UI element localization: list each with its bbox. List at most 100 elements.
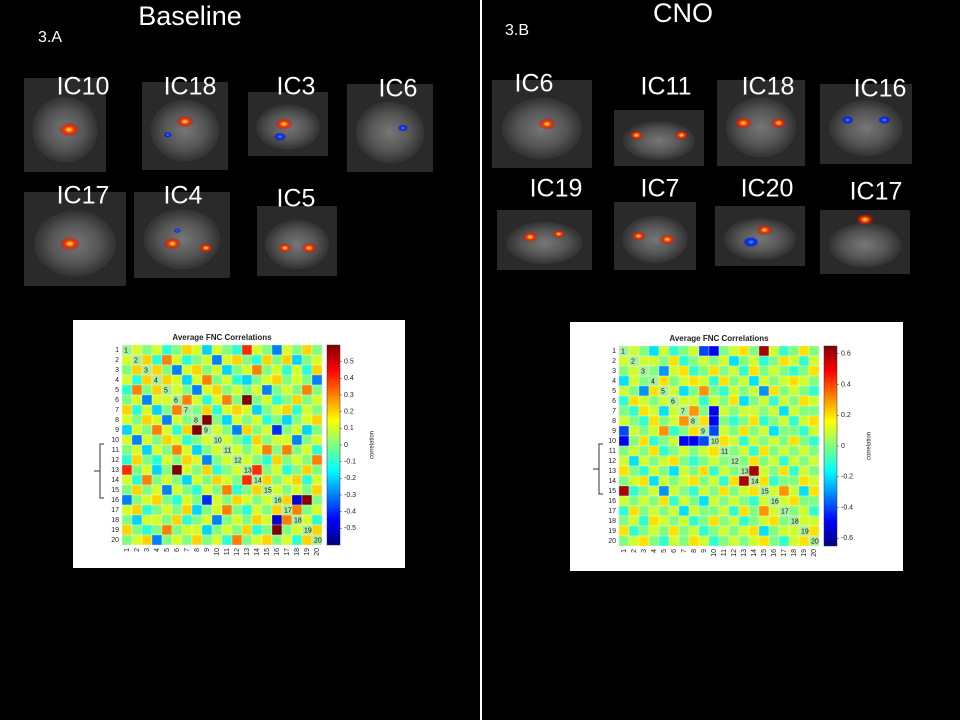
activation-blob (734, 117, 753, 129)
matrix-cell (648, 445, 660, 457)
matrix-cell (718, 475, 730, 487)
component-label: IC17 (57, 182, 110, 210)
matrix-cell (648, 405, 660, 417)
matrix-cell (808, 495, 820, 507)
matrix-cell (301, 414, 313, 426)
matrix-cell (638, 425, 650, 437)
matrix-cell (618, 465, 630, 477)
matrix-cell (201, 454, 213, 466)
matrix-cell (201, 444, 213, 456)
matrix-cell (311, 484, 323, 496)
matrix-cell (261, 414, 273, 426)
matrix-cell (231, 464, 243, 476)
matrix-cell (778, 375, 790, 387)
matrix-cell (638, 395, 650, 407)
diagonal-cell (758, 485, 770, 497)
diagonal-cell (291, 514, 303, 526)
matrix-cell (151, 384, 163, 396)
matrix-cell (768, 525, 780, 537)
activation-blob (522, 231, 539, 243)
column-label: 9 (701, 549, 708, 553)
matrix-cell (231, 364, 243, 376)
matrix-cell (738, 395, 750, 407)
matrix-cell (311, 344, 323, 356)
row-label: 2 (115, 357, 119, 364)
matrix-cell (141, 394, 153, 406)
matrix-cell (738, 365, 750, 377)
matrix-cell (648, 495, 660, 507)
matrix-cell (141, 354, 153, 366)
matrix-cell (241, 394, 253, 406)
matrix-cell (241, 524, 253, 536)
matrix-cell (231, 484, 243, 496)
matrix-cell (668, 355, 680, 367)
matrix-cell (131, 494, 143, 506)
matrix-cell (688, 385, 700, 397)
matrix-cell (261, 454, 273, 466)
matrix-cell (658, 475, 670, 487)
matrix-cell (141, 444, 153, 456)
colorbar-tick-label: -0.6 (841, 535, 853, 542)
activation-blob (59, 236, 81, 251)
matrix-cell (151, 494, 163, 506)
matrix-cell (618, 355, 630, 367)
matrix-cell (718, 395, 730, 407)
matrix-cell (211, 364, 223, 376)
matrix-cell (201, 534, 213, 546)
matrix-cell (181, 514, 193, 526)
row-label: 19 (608, 528, 616, 535)
matrix-cell (758, 415, 770, 427)
matrix-cell (121, 364, 133, 376)
matrix-cell (628, 425, 640, 437)
bracket (593, 443, 603, 495)
matrix-cell (141, 424, 153, 436)
matrix-cell (708, 535, 720, 547)
matrix-cell (231, 504, 243, 516)
matrix-cell (251, 514, 263, 526)
matrix-cell (748, 425, 760, 437)
matrix-cell (728, 445, 740, 457)
matrix-cell (718, 355, 730, 367)
matrix-cell (231, 404, 243, 416)
matrix-cell (141, 414, 153, 426)
matrix-cell (191, 404, 203, 416)
matrix-cell (161, 374, 173, 386)
row-label: 1 (612, 348, 616, 355)
brain-slice (265, 220, 329, 269)
matrix-cell (768, 355, 780, 367)
brain-slice (143, 209, 221, 270)
matrix-cell (808, 405, 820, 417)
matrix-cell (738, 535, 750, 547)
matrix-cell (748, 515, 760, 527)
diagonal-label: 5 (164, 387, 168, 394)
colorbar-tick-label: 0.4 (841, 381, 851, 388)
diagonal-cell (728, 455, 740, 467)
matrix-cell (301, 534, 313, 546)
matrix-cell (748, 465, 760, 477)
matrix-cell (748, 355, 760, 367)
column-label: 3 (144, 548, 151, 552)
matrix-cell (261, 434, 273, 446)
matrix-cell (231, 474, 243, 486)
matrix-cell (241, 364, 253, 376)
column-label: 14 (751, 549, 758, 557)
matrix-cell (618, 365, 630, 377)
matrix-cell (121, 474, 133, 486)
matrix-cell (628, 345, 640, 357)
colorbar-tick-label: 0 (344, 442, 348, 449)
panel-label: 3.A (38, 29, 62, 46)
row-label: 3 (115, 367, 119, 374)
matrix-cell (788, 345, 800, 357)
matrix-cell (808, 445, 820, 457)
matrix-cell (121, 414, 133, 426)
diagonal-cell (678, 405, 690, 417)
matrix-cell (718, 515, 730, 527)
matrix-cell (311, 474, 323, 486)
matrix-cell (281, 494, 293, 506)
matrix-cell (121, 374, 133, 386)
matrix-cell (291, 424, 303, 436)
diagonal-cell (301, 524, 313, 536)
matrix-cell (131, 524, 143, 536)
matrix-cell (241, 454, 253, 466)
column-label: 3 (641, 549, 648, 553)
